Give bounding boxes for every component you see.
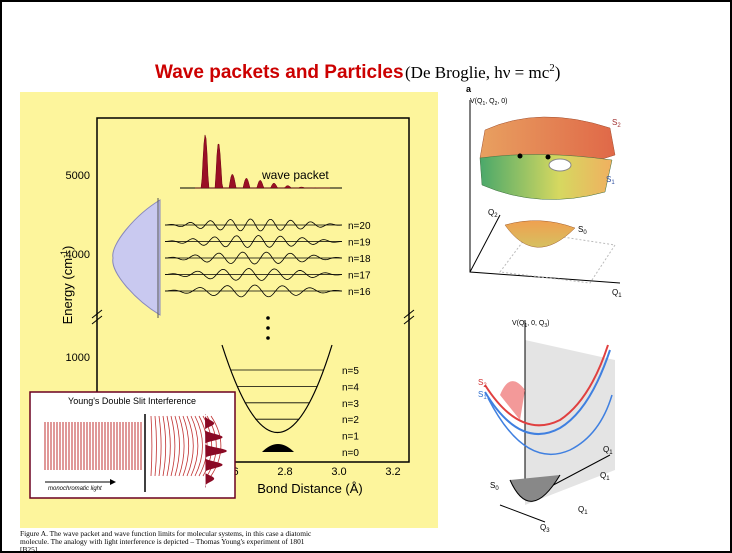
level-label: n=18 bbox=[348, 254, 371, 265]
dot bbox=[266, 326, 270, 330]
level-label: n=20 bbox=[348, 221, 371, 232]
t: ) bbox=[547, 320, 549, 327]
dot bbox=[266, 336, 270, 340]
intersection bbox=[549, 159, 571, 171]
t: , 0) bbox=[497, 98, 507, 105]
title-formula: (De Broglie, hν = mc2) bbox=[405, 62, 560, 82]
level-label: n=2 bbox=[342, 415, 359, 426]
close: ) bbox=[555, 63, 561, 82]
x-tick: 3.2 bbox=[385, 466, 400, 478]
slide: Wave packets and Particles (De Broglie, … bbox=[0, 0, 732, 553]
point bbox=[546, 155, 551, 160]
level-label: n=5 bbox=[342, 366, 359, 377]
dot bbox=[266, 316, 270, 320]
x-tick: 2.8 bbox=[277, 466, 292, 478]
y-tick: 5000 bbox=[66, 170, 90, 182]
x-tick: 3.0 bbox=[331, 466, 346, 478]
level-label: n=17 bbox=[348, 271, 371, 282]
point bbox=[518, 154, 523, 159]
title-main: Wave packets and Particles bbox=[155, 62, 404, 83]
t: V(Q bbox=[512, 320, 525, 327]
wave-packet-label: wave packet bbox=[261, 168, 329, 182]
level-label: n=4 bbox=[342, 382, 359, 393]
level-label: n=16 bbox=[348, 287, 371, 298]
level-label: n=3 bbox=[342, 399, 359, 410]
formula: (De Broglie, hν = mc bbox=[405, 63, 550, 82]
level-label: n=1 bbox=[342, 432, 359, 443]
level-label: n=19 bbox=[348, 238, 371, 249]
t: , 0, Q bbox=[527, 320, 545, 327]
inset-source: monochromatic light bbox=[48, 486, 102, 492]
caption-line: molecule. The analogy with light interfe… bbox=[20, 537, 305, 546]
y-label-text: Energy (cm bbox=[60, 258, 75, 324]
x-label: Bond Distance (Å) bbox=[257, 481, 363, 496]
caption-line: [B25]. bbox=[20, 545, 39, 553]
inset: Young's Double Slit Interference monochr… bbox=[30, 392, 235, 498]
inset-title: Young's Double Slit Interference bbox=[68, 396, 196, 406]
y-tick: 4000 bbox=[66, 249, 90, 261]
level-label: n=0 bbox=[342, 448, 359, 459]
y-tick: 1000 bbox=[66, 352, 90, 364]
t: V(Q bbox=[470, 98, 483, 105]
